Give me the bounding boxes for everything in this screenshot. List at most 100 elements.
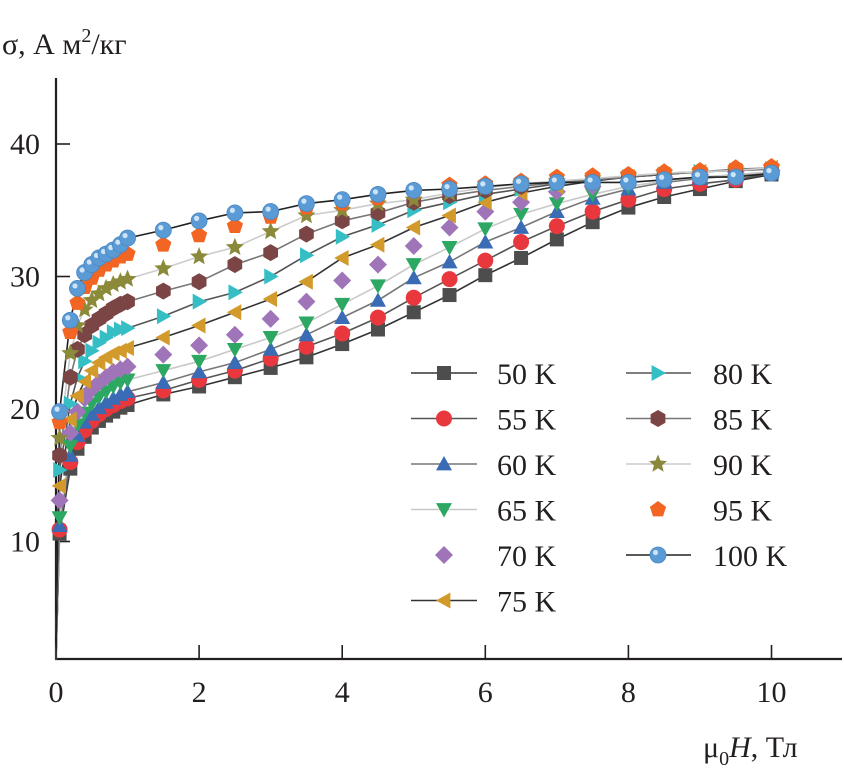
data-point-75k <box>405 219 421 236</box>
data-point-55k <box>369 309 386 326</box>
data-point-60k <box>191 363 208 379</box>
sphere-body <box>262 203 280 220</box>
data-point-75k <box>155 329 170 346</box>
data-point-80k <box>228 284 243 301</box>
sphere-body <box>548 174 566 191</box>
data-point-65k <box>51 511 68 526</box>
data-point-90k <box>97 278 116 297</box>
sphere-body <box>119 229 136 247</box>
sphere-body <box>655 171 673 189</box>
sphere-highlight <box>623 177 629 183</box>
data-point-100k <box>190 212 208 230</box>
sphere-highlight <box>372 189 379 195</box>
data-point-80k <box>78 353 93 370</box>
data-point-90k <box>104 275 123 293</box>
legend-label: 70 K <box>497 540 557 573</box>
data-point-85k <box>263 244 278 262</box>
sphere-body <box>51 403 68 421</box>
sphere-highlight <box>659 174 665 180</box>
data-point-55k <box>298 338 315 355</box>
sphere-highlight <box>265 206 271 212</box>
sphere-highlight <box>115 239 121 245</box>
sphere-body <box>512 175 530 193</box>
data-point-90k <box>190 247 209 265</box>
legend-item-55k: 55 K <box>411 404 557 437</box>
data-point-65k <box>334 297 351 313</box>
sphere-highlight <box>551 177 557 183</box>
x-axis-title: μ0H, Тл <box>703 731 798 770</box>
data-point-60k <box>226 354 243 370</box>
data-point-50k <box>406 305 421 320</box>
data-point-65k <box>62 439 79 455</box>
sphere-body <box>61 311 79 329</box>
sphere-highlight <box>766 168 772 174</box>
x-tick-label: 2 <box>192 676 207 709</box>
axes: 0 2 4 6 8 10 10 20 30 40 <box>10 78 842 709</box>
data-point-90k <box>261 222 280 240</box>
sphere-highlight <box>301 198 307 204</box>
data-point-100k <box>119 229 136 247</box>
sphere-body <box>405 181 423 199</box>
data-point-80k <box>371 216 386 233</box>
x-tick-label: 10 <box>757 676 787 709</box>
sphere-body <box>226 204 244 222</box>
sphere-highlight <box>122 232 128 239</box>
data-point-65k <box>119 373 136 388</box>
data-point-60k <box>369 292 386 307</box>
data-point-80k <box>156 308 172 325</box>
sphere-body <box>298 195 315 213</box>
data-point-55k <box>334 325 351 342</box>
data-point-80k <box>335 228 351 245</box>
legend-label: 90 K <box>713 449 773 482</box>
legend-marker-circle-icon <box>436 410 452 427</box>
sphere-highlight <box>158 225 164 231</box>
data-point-55k <box>477 252 494 269</box>
y-tick-label: 40 <box>10 128 40 161</box>
data-point-70k <box>154 345 173 364</box>
data-point-55k <box>441 271 458 288</box>
data-point-50k <box>514 250 529 265</box>
data-point-65k <box>191 354 208 370</box>
data-point-90k <box>118 269 137 287</box>
sphere-highlight <box>694 172 701 178</box>
data-point-75k <box>76 373 92 390</box>
sphere-body <box>476 177 494 195</box>
data-point-50k <box>442 288 457 303</box>
data-point-100k <box>405 181 423 199</box>
data-point-75k <box>298 273 313 290</box>
legend-item-85k: 85 K <box>626 404 773 437</box>
x-tick-label: 6 <box>478 676 493 709</box>
legend-marker-pentagon-icon <box>649 501 667 517</box>
data-point-70k <box>61 423 80 442</box>
data-point-55k <box>405 289 422 306</box>
legend-marker-sphere-icon <box>649 546 667 564</box>
sphere-highlight <box>515 178 522 184</box>
data-point-70k <box>333 271 352 290</box>
legend-label: 60 K <box>497 449 557 482</box>
data-point-95k <box>226 217 243 233</box>
data-point-60k <box>513 219 530 234</box>
data-point-65k <box>513 207 530 223</box>
data-point-100k <box>441 180 458 198</box>
data-point-90k <box>297 206 316 224</box>
data-point-90k <box>61 343 80 361</box>
sphere-highlight <box>79 267 85 273</box>
data-point-65k <box>441 240 458 256</box>
data-point-100k <box>333 191 351 209</box>
legend-item-75k: 75 K <box>411 586 557 619</box>
sphere-highlight <box>86 259 92 265</box>
legend-item-70k: 70 K <box>435 540 557 573</box>
sphere-highlight <box>65 315 71 321</box>
sphere-highlight <box>229 207 235 213</box>
legend-item-80k: 80 K <box>626 358 773 391</box>
data-point-100k <box>262 203 280 220</box>
data-point-65k <box>262 331 279 346</box>
data-point-60k <box>405 269 422 285</box>
data-point-60k <box>105 390 122 405</box>
x-tick-label: 4 <box>335 676 350 709</box>
data-point-100k <box>763 164 780 182</box>
data-point-70k <box>190 336 209 355</box>
data-point-90k <box>111 272 130 290</box>
legend-label: 100 K <box>713 540 788 573</box>
data-point-85k <box>334 212 350 230</box>
